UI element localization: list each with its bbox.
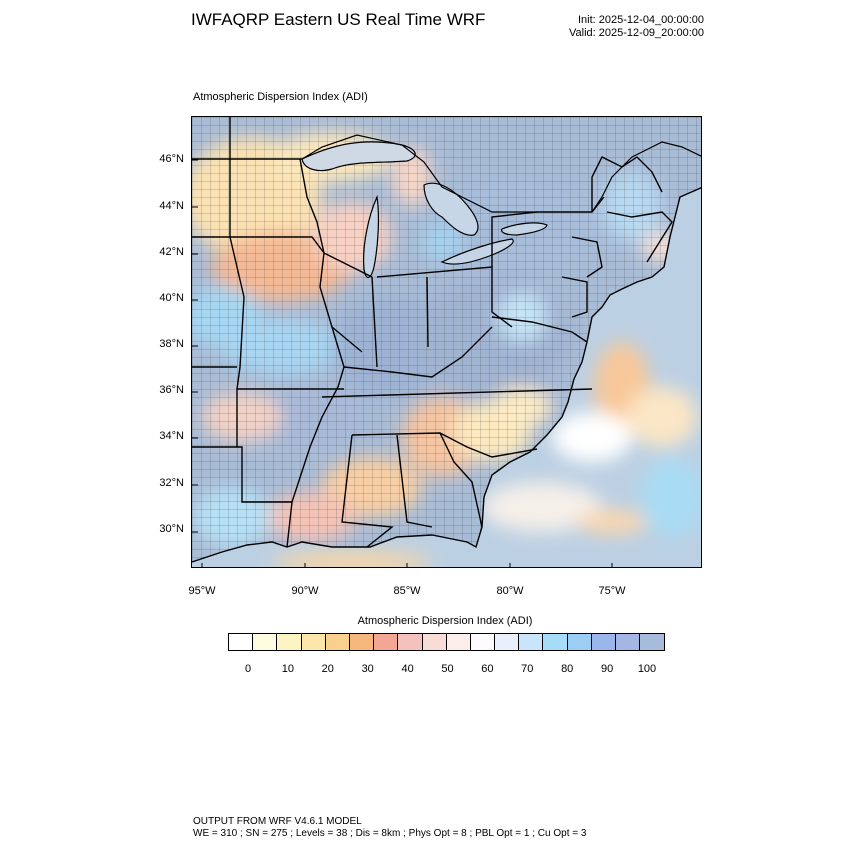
model-config: WE = 310 ; SN = 275 ; Levels = 38 ; Dis … [193,828,587,839]
colorbar-tick-label: 90 [600,663,614,675]
model-version: OUTPUT FROM WRF V4.6.1 MODEL [193,816,362,827]
colorbar-box [470,634,496,650]
map-svg [192,117,701,567]
lat-label-30n: 30°N [159,523,184,535]
lon-label-85w: 85°W [393,585,421,597]
map-panel [191,116,702,568]
lat-label-32n: 32°N [159,477,184,489]
lon-label-75w: 75°W [598,585,626,597]
colorbar-box [349,634,375,650]
plot-title: IWFAQRP Eastern US Real Time WRF [191,10,486,29]
colorbar-box [640,634,665,650]
colorbar-tick-label: 80 [561,663,574,675]
model-info: OUTPUT FROM WRF V4.6.1 MODEL WE = 310 ; … [193,816,586,840]
lat-label-38n: 38°N [159,338,184,350]
lat-label-42n: 42°N [159,246,184,258]
national-border [301,134,701,213]
lat-label-40n: 40°N [159,292,184,304]
colorbar-box [398,634,423,650]
field-label: Atmospheric Dispersion Index (ADI) [193,91,368,103]
colorbar-box [229,634,254,650]
valid-time: Valid: 2025-12-09_20:00:00 [569,27,704,39]
colorbar-title: Atmospheric Dispersion Index (ADI) [357,615,533,627]
colorbar-box [591,634,616,650]
colorbar-tick-label: 100 [637,663,657,675]
time-info: Init: 2025-12-04_00:00:00 Valid: 2025-12… [569,14,704,40]
colorbar-box [253,634,278,650]
colorbar-box [543,634,568,650]
coastline [192,187,701,563]
lat-label-36n: 36°N [159,384,184,396]
lon-label-95w: 95°W [188,585,216,597]
colorbar-tick-label: 30 [361,663,374,675]
lat-label-46n: 46°N [159,153,184,165]
great-lakes [301,141,548,278]
colorbar-tick-label: 0 [244,663,252,675]
lat-label-44n: 44°N [159,200,184,212]
colorbar-box [495,634,520,650]
colorbar-box [519,634,544,650]
axis-ticks [192,159,613,567]
colorbar-box [616,634,641,650]
colorbar-tick-label: 50 [441,663,454,675]
colorbar-tick-label: 60 [481,663,494,675]
lon-label-90w: 90°W [291,585,319,597]
colorbar-box [301,634,326,650]
colorbar-box [567,634,592,650]
colorbar-tick-label: 20 [321,663,334,675]
lat-label-34n: 34°N [159,430,184,442]
lon-label-80w: 80°W [496,585,524,597]
colorbar-tick-label: 10 [281,663,295,675]
colorbar-box [277,634,302,650]
colorbar-box [446,634,471,650]
colorbar-box [325,634,350,650]
colorbar [228,633,666,651]
colorbar-box [374,634,399,650]
colorbar-tick-label: 40 [401,663,414,675]
colorbar-box [422,634,447,650]
state-boundaries [192,117,673,548]
init-time: Init: 2025-12-04_00:00:00 [578,14,704,26]
colorbar-tick-label: 70 [521,663,534,675]
